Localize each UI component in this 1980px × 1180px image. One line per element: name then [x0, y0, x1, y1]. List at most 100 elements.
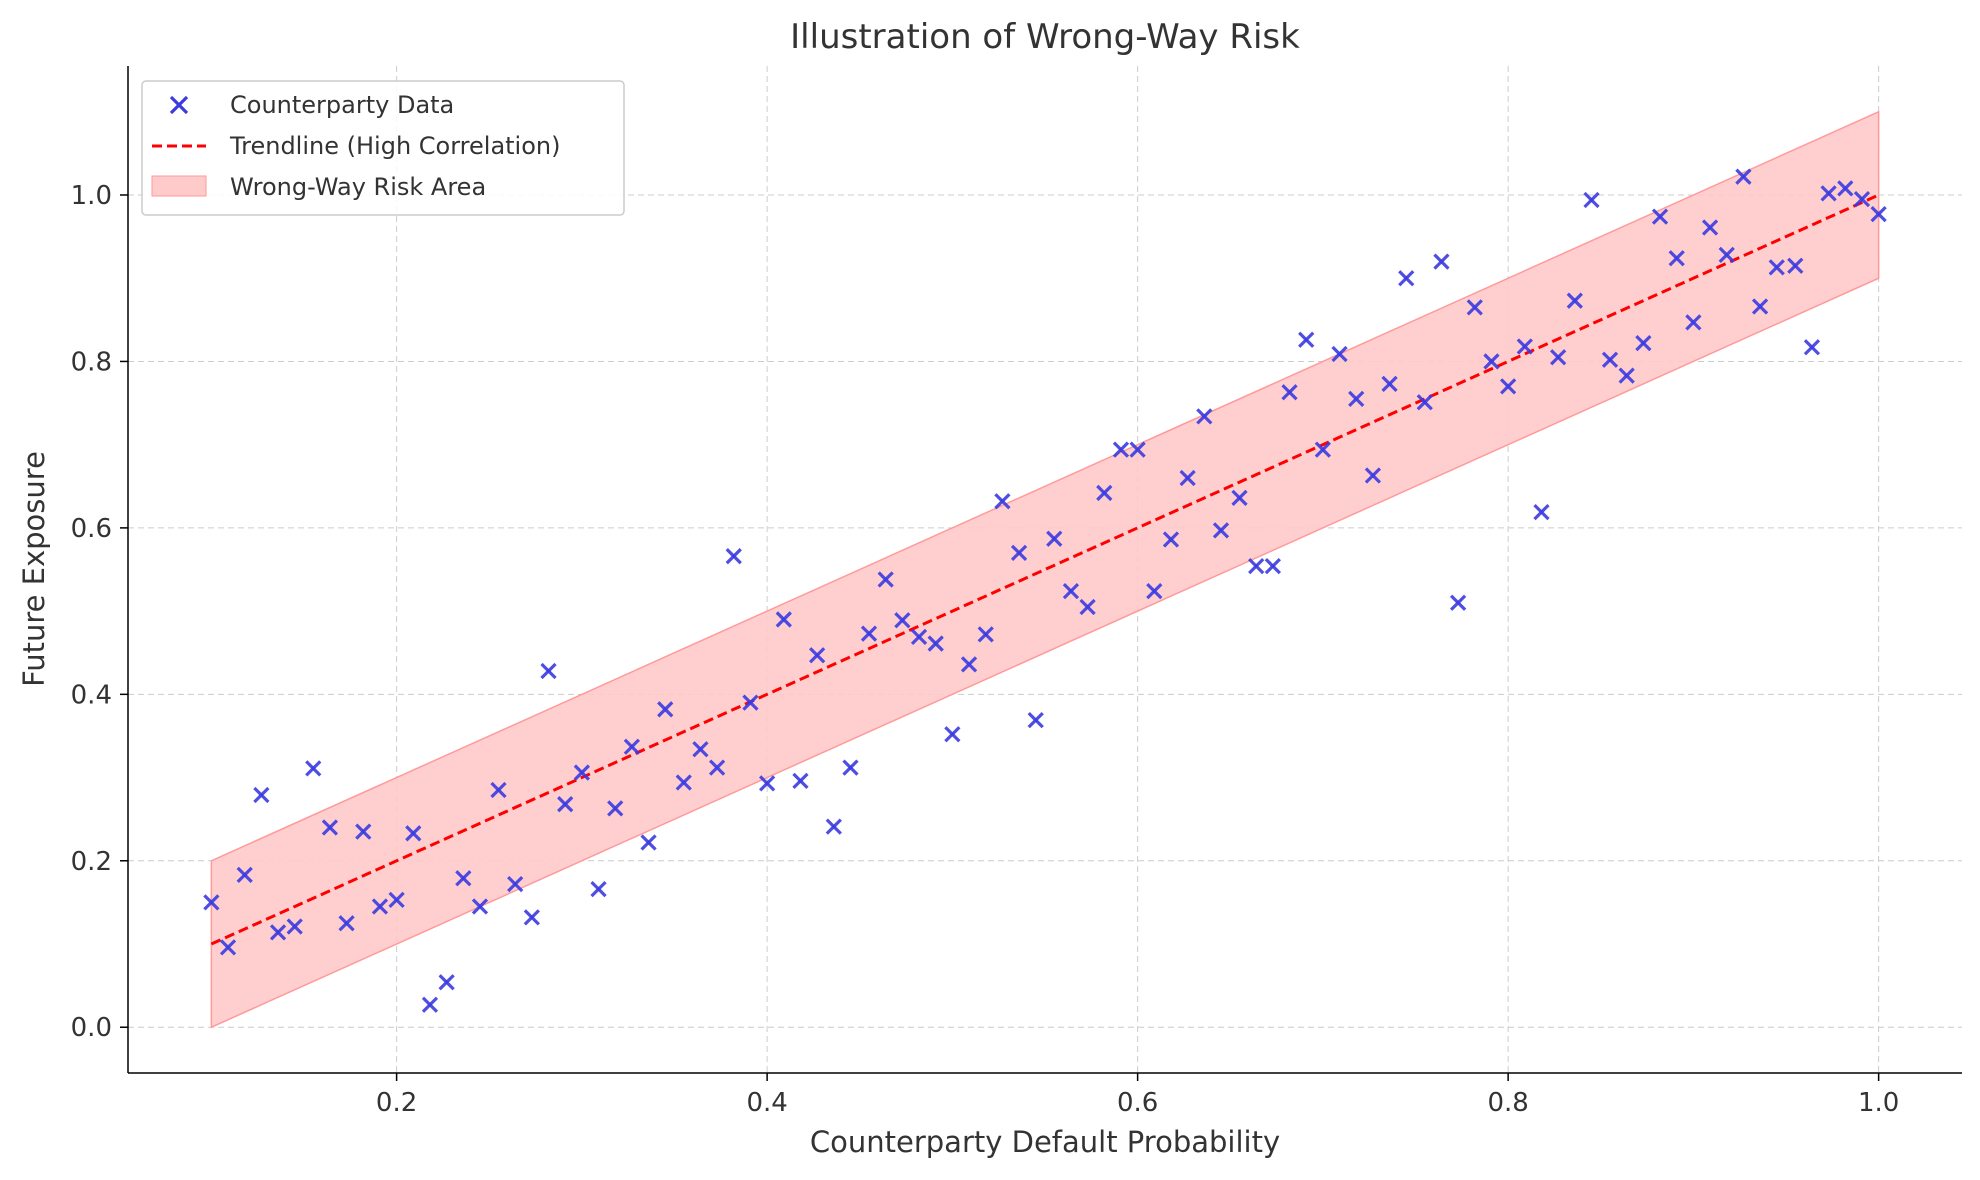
- data-point: [1112, 441, 1130, 458]
- data-point: [944, 726, 961, 743]
- data-point: [1735, 168, 1752, 185]
- band-area: [210, 110, 1880, 1029]
- data-point: [1231, 489, 1248, 507]
- data-point: [607, 800, 624, 817]
- x-tick-label: 1.0: [1858, 1088, 1899, 1118]
- x-tick-label: 0.4: [746, 1088, 787, 1118]
- y-tick-label: 0.0: [71, 1013, 112, 1043]
- data-point: [1027, 712, 1044, 729]
- data-point: [640, 834, 657, 851]
- x-tick-label: 0.8: [1487, 1088, 1528, 1118]
- data-point: [1129, 441, 1146, 458]
- legend-box: [141, 80, 625, 216]
- data-point: [792, 772, 809, 790]
- data-point: [471, 898, 489, 915]
- data-point: [910, 628, 928, 646]
- data-point: [1010, 544, 1028, 561]
- data-point: [1281, 384, 1298, 401]
- data-point: [590, 880, 607, 898]
- data-point: [388, 891, 405, 909]
- y-tick-label: 1.0: [71, 181, 112, 211]
- data-point: [994, 493, 1011, 510]
- data-point: [1196, 408, 1213, 425]
- data-point: [1601, 351, 1619, 368]
- data-point: [1701, 219, 1719, 236]
- x-ticks: 0.2 0.4 0.6 0.8 1.0: [376, 1073, 1899, 1118]
- data-point: [1787, 257, 1804, 274]
- data-point: [657, 701, 674, 718]
- data-point: [338, 915, 355, 932]
- data-point: [1179, 469, 1196, 487]
- data-point: [1248, 558, 1265, 575]
- data-point: [1751, 298, 1769, 315]
- data-point: [1348, 390, 1365, 408]
- x-tick-label: 0.6: [1117, 1088, 1158, 1118]
- data-point: [1096, 484, 1113, 502]
- x-tick-label: 0.2: [376, 1088, 417, 1118]
- data-point: [1466, 299, 1483, 316]
- data-point: [438, 974, 455, 991]
- x-axis-label: Counterparty Default Probability: [810, 1125, 1280, 1159]
- axes: [127, 66, 1962, 1074]
- data-point: [977, 626, 994, 643]
- data-point: [355, 823, 372, 840]
- data-point: [1483, 353, 1500, 370]
- data-point: [321, 819, 339, 836]
- data-point: [1212, 522, 1230, 539]
- data-point: [1820, 185, 1837, 202]
- data-point: [203, 894, 220, 911]
- data-point: [675, 774, 692, 791]
- data-point: [825, 818, 842, 835]
- data-point: [894, 612, 911, 629]
- data-point: [725, 548, 742, 565]
- data-point: [1381, 375, 1398, 393]
- y-axis-label: Future Exposure: [17, 451, 51, 687]
- data-point: [1433, 253, 1450, 270]
- data-point: [1449, 594, 1467, 611]
- trendline: [210, 193, 1880, 946]
- data-point: [1853, 191, 1871, 208]
- data-point: [1803, 339, 1821, 356]
- data-point: [927, 635, 944, 652]
- data-point: [1718, 246, 1735, 264]
- data-point: [960, 656, 978, 673]
- data-point: [1651, 208, 1669, 225]
- data-point: [842, 759, 859, 776]
- data-point: [1416, 394, 1433, 411]
- data-point: [507, 875, 524, 893]
- data-point: [1331, 345, 1348, 363]
- data-point: [305, 760, 322, 777]
- legend: Counterparty Data Trendline (High Correl…: [141, 80, 625, 216]
- trendline-path: [210, 193, 1880, 946]
- data-point: [1162, 531, 1180, 548]
- y-tick-label: 0.2: [71, 847, 112, 877]
- data-point: [1550, 349, 1567, 366]
- data-point: [269, 924, 287, 941]
- data-point: [1583, 191, 1600, 209]
- data-point: [1314, 441, 1332, 458]
- data-point: [692, 741, 709, 758]
- chart-title: Illustration of Wrong-Way Risk: [790, 17, 1300, 57]
- data-point: [742, 694, 759, 711]
- data-point: [1533, 503, 1550, 521]
- data-point: [758, 775, 776, 792]
- data-point: [557, 796, 574, 813]
- data-point: [1668, 250, 1685, 267]
- scatter-points: [203, 168, 1887, 1013]
- legend-marker-scatter: [169, 95, 189, 115]
- y-tick-label: 0.8: [71, 347, 112, 377]
- legend-entry-band: Wrong-Way Risk Area: [230, 173, 486, 201]
- legend-marker-band: [151, 175, 207, 197]
- data-point: [1079, 598, 1096, 616]
- data-point: [236, 866, 253, 884]
- data-point: [455, 870, 472, 887]
- data-point: [775, 611, 792, 628]
- data-point: [405, 825, 422, 842]
- data-point: [1398, 270, 1415, 287]
- data-point: [860, 625, 878, 642]
- data-point: [490, 781, 507, 799]
- data-point: [286, 918, 303, 935]
- data-point: [573, 764, 591, 781]
- y-ticks: 0.0 0.2 0.4 0.6 0.8 1.0: [71, 181, 128, 1043]
